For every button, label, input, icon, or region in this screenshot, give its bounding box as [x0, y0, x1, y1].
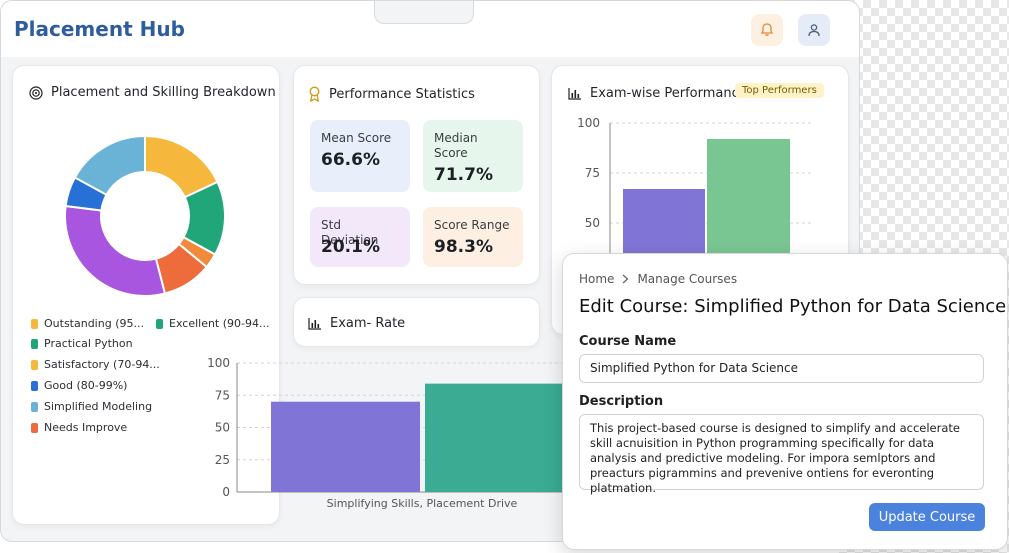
chevron-right-icon: [623, 274, 629, 284]
legend-item: Simplified Modeling: [31, 400, 152, 413]
legend-item: Good (80-99%): [31, 379, 127, 392]
notifications-button[interactable]: [751, 14, 783, 46]
donut-chart: [64, 134, 226, 297]
y-tick-label: 100: [207, 356, 230, 370]
description-label: Description: [579, 394, 664, 409]
legend-item: Satisfactory (70-94...: [31, 358, 160, 371]
window-notch: [374, 1, 474, 24]
donut-slice-4: [64, 204, 167, 297]
legend-item: Outstanding (95...: [31, 317, 144, 330]
x-axis-label: Simplifying Skills, Placement Drive: [327, 497, 518, 510]
exam-rate-title: Exam- Rate: [330, 316, 406, 331]
legend-item: Practical Python: [31, 337, 133, 350]
breakdown-card: Placement and Skilling Breakdown: [12, 65, 280, 525]
breadcrumb-current[interactable]: Manage Courses: [637, 272, 738, 286]
target-icon: [29, 85, 43, 100]
award-icon: [309, 86, 320, 102]
legend-item: Needs Improve: [31, 421, 127, 434]
y-tick-label: 50: [585, 216, 600, 230]
y-tick-label: 75: [215, 388, 230, 402]
stat-score-range: Score Range 98.3%: [423, 207, 523, 267]
breakdown-legend: Outstanding (95... Excellent (90-94... P…: [31, 317, 281, 441]
breadcrumb: Home Manage Courses: [579, 272, 737, 286]
user-icon: [808, 24, 820, 37]
app-title: Placement Hub: [14, 17, 185, 41]
stat-median: Median Score 71.7%: [423, 120, 523, 192]
breadcrumb-home[interactable]: Home: [579, 272, 615, 286]
course-name-input[interactable]: Simplified Python for Data Science: [579, 354, 984, 383]
y-tick-label: 50: [215, 421, 230, 435]
stat-mean: Mean Score 66.6%: [310, 120, 410, 192]
bar-1: [707, 139, 790, 271]
y-tick-label: 100: [577, 116, 600, 130]
y-tick-label: 25: [215, 453, 230, 467]
update-course-button[interactable]: Update Course: [869, 503, 985, 531]
edit-course-panel: Home Manage Courses Edit Course: Simplif…: [562, 253, 1008, 550]
breakdown-title: Placement and Skilling Breakdown: [51, 85, 276, 100]
y-tick-label: 75: [585, 166, 600, 180]
bar-1: [425, 383, 563, 492]
performance-stats-card: Performance Statistics Mean Score 66.6% …: [293, 65, 540, 285]
top-performers-badge: Top Performers: [735, 83, 824, 98]
exam-performance-title: Exam-wise Performance: [590, 86, 747, 101]
stats-title: Performance Statistics: [329, 86, 475, 102]
y-tick-label: 0: [222, 485, 230, 499]
bar-0: [271, 401, 420, 492]
stat-std-deviation: Std Deviation 20.1%: [310, 207, 410, 267]
legend-item: Excellent (90-94...: [156, 317, 270, 330]
panel-title: Edit Course: Simplified Python for Data …: [579, 296, 1007, 317]
description-textarea[interactable]: This project-based course is designed to…: [579, 414, 984, 495]
profile-button[interactable]: [798, 14, 830, 46]
course-name-label: Course Name: [579, 334, 677, 349]
bell-icon: [760, 23, 774, 36]
top-bar: Placement Hub: [1, 1, 859, 57]
exam-rate-card: Exam- Rate: [293, 297, 540, 347]
exam-rate-chart: 100 75 50 25 0 Simplifying Skills, Placement …: [207, 356, 563, 510]
bar-chart-icon: [308, 318, 321, 330]
donut-slice-6: [73, 134, 146, 197]
bar-chart-icon: [568, 88, 581, 100]
